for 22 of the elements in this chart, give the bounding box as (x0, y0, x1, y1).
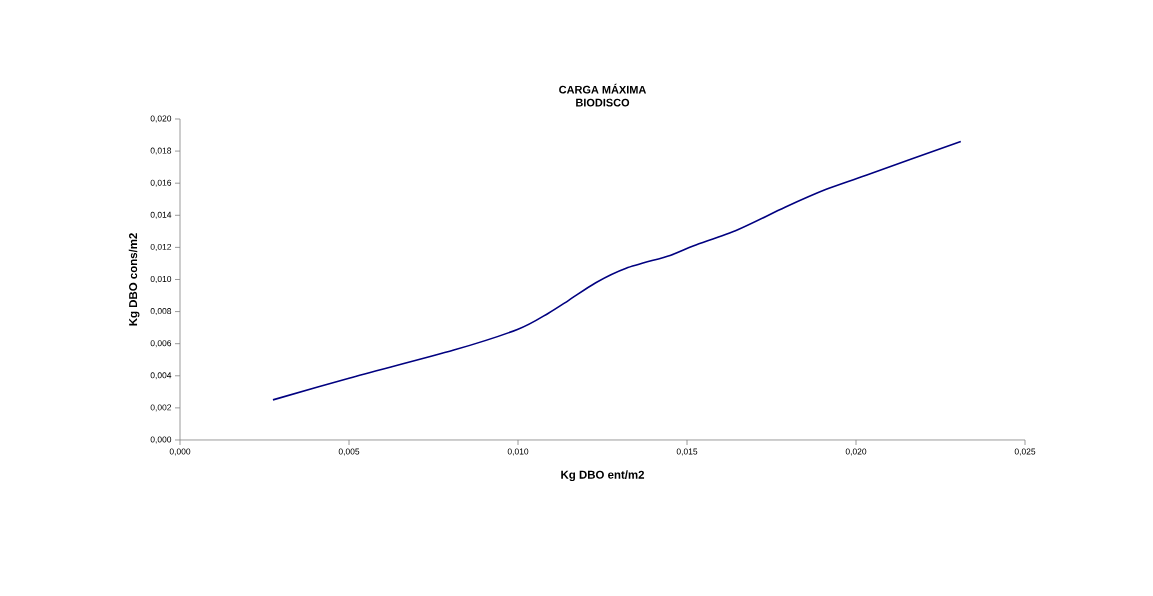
line-series (272, 140, 962, 401)
x-tick-label: 0,025 (1014, 448, 1036, 456)
y-tick-label: 0,014 (150, 211, 172, 219)
y-axis-title: Kg DBO cons/m2 (128, 233, 140, 326)
y-tick-label: 0,002 (150, 404, 172, 412)
chart-subtitle: BIODISCO (576, 98, 630, 107)
x-tick-label: 0,005 (338, 448, 360, 456)
y-tick-label: 0,020 (150, 115, 172, 123)
y-tick-label: 0,000 (150, 436, 172, 444)
y-tick-label: 0,018 (150, 147, 172, 155)
y-tick-label: 0,012 (150, 243, 172, 251)
x-tick-label: 0,020 (845, 448, 867, 456)
x-tick-label: 0,000 (169, 448, 191, 456)
x-tick-label: 0,010 (507, 448, 529, 456)
x-tick-label: 0,015 (676, 448, 698, 456)
y-tick-label: 0,006 (150, 340, 172, 348)
y-tick-label: 0,010 (150, 275, 172, 283)
x-axis-title: Kg DBO ent/m2 (561, 470, 645, 482)
y-tick-label: 0,004 (150, 372, 172, 380)
chart-title: CARGA MÁXIMA (559, 83, 647, 94)
y-tick-label: 0,016 (150, 179, 172, 187)
y-tick-label: 0,008 (150, 308, 172, 316)
